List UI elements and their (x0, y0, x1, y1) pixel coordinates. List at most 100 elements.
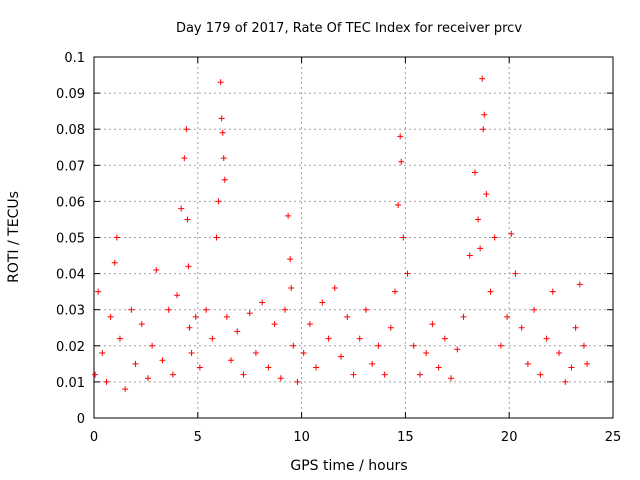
data-point (423, 350, 430, 357)
data-point (429, 321, 436, 328)
data-point (95, 288, 102, 295)
data-point (375, 342, 382, 349)
x-axis-label: GPS time / hours (290, 458, 407, 474)
data-point (217, 79, 224, 86)
data-point (294, 378, 301, 385)
data-point (265, 364, 272, 371)
x-tick-label: 10 (293, 430, 310, 445)
data-point (435, 364, 442, 371)
data-point (220, 155, 227, 162)
data-point (531, 306, 538, 313)
data-point (549, 288, 556, 295)
data-point (203, 306, 210, 313)
data-point (410, 342, 417, 349)
data-point (331, 285, 338, 292)
data-point (362, 306, 369, 313)
data-point (480, 126, 487, 133)
data-point (512, 270, 519, 277)
data-point (356, 335, 363, 342)
data-point (325, 335, 332, 342)
data-point (287, 256, 294, 263)
x-tick-label: 15 (397, 430, 414, 445)
data-point (381, 371, 388, 378)
y-tick-label: 0.07 (56, 159, 85, 174)
data-point (404, 270, 411, 277)
data-point (153, 266, 160, 273)
y-tick-label: 0.01 (56, 376, 85, 391)
data-point (338, 353, 345, 360)
data-point (223, 313, 230, 320)
data-point (400, 234, 407, 241)
data-point (477, 245, 484, 252)
data-point (103, 378, 110, 385)
data-point (113, 234, 120, 241)
data-point (543, 335, 550, 342)
data-point (475, 216, 482, 223)
data-point (319, 299, 326, 306)
data-point (454, 346, 461, 353)
data-point (369, 360, 376, 367)
data-point (186, 324, 193, 331)
data-point (572, 324, 579, 331)
data-point (483, 191, 490, 198)
data-point (183, 126, 190, 133)
data-point (556, 350, 563, 357)
data-point (387, 324, 394, 331)
data-point (159, 357, 166, 364)
data-point (209, 335, 216, 342)
data-point (285, 212, 292, 219)
y-tick-label: 0.06 (56, 195, 85, 210)
data-point (99, 350, 106, 357)
data-point (518, 324, 525, 331)
y-tick-label: 0.02 (56, 340, 85, 355)
data-point (306, 321, 313, 328)
data-point (288, 285, 295, 292)
data-point (185, 263, 192, 270)
data-point (524, 360, 531, 367)
data-point (240, 371, 247, 378)
data-point (215, 198, 222, 205)
data-point (479, 75, 486, 82)
data-point (471, 169, 478, 176)
data-point (497, 342, 504, 349)
data-point (132, 360, 139, 367)
data-point (398, 158, 405, 165)
data-point (213, 234, 220, 241)
data-point (271, 321, 278, 328)
data-point (252, 350, 259, 357)
data-point (122, 386, 129, 393)
data-point (313, 364, 320, 371)
data-point (116, 335, 123, 342)
data-point (460, 313, 467, 320)
data-point (188, 350, 195, 357)
y-tick-label: 0.03 (56, 304, 85, 319)
data-point (169, 371, 176, 378)
data-point (441, 335, 448, 342)
grid (94, 57, 613, 418)
data-point (568, 364, 575, 371)
data-point (395, 202, 402, 209)
y-tick-label: 0.09 (56, 87, 85, 102)
data-point (219, 129, 226, 136)
data-point (174, 292, 181, 299)
data-point (181, 155, 188, 162)
y-tick-label: 0.08 (56, 123, 85, 138)
data-point (259, 299, 266, 306)
data-point (196, 364, 203, 371)
data-point (218, 115, 225, 122)
x-tick-label: 0 (90, 430, 98, 445)
data-point (111, 259, 118, 266)
y-axis-label: ROTI / TECUs (6, 191, 22, 283)
data-point (300, 350, 307, 357)
data-points (92, 75, 591, 393)
data-point (144, 375, 151, 382)
data-point (397, 133, 404, 140)
y-tick-label: 0 (77, 412, 85, 427)
data-point (277, 375, 284, 382)
data-point (537, 371, 544, 378)
x-tick-label: 25 (605, 430, 622, 445)
data-point (246, 310, 253, 317)
data-point (192, 313, 199, 320)
y-tick-label: 0.1 (64, 51, 85, 66)
data-point (392, 288, 399, 295)
